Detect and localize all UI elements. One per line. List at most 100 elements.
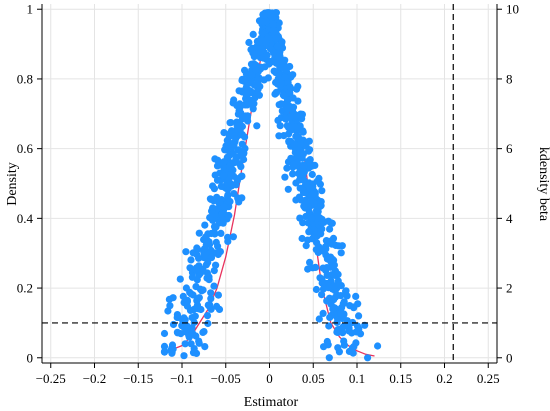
scatter-point (326, 225, 334, 233)
scatter-point (212, 238, 220, 246)
scatter-point (236, 121, 244, 129)
scatter-point (235, 87, 243, 95)
scatter-point (240, 155, 248, 164)
scatter-point (285, 137, 293, 145)
x-tick-label: −0.15 (123, 371, 153, 386)
scatter-point (211, 230, 219, 238)
scatter-point (329, 255, 337, 263)
scatter-point (224, 191, 232, 199)
scatter-point (337, 310, 345, 318)
scatter-point (281, 73, 289, 81)
scatter-point (210, 223, 219, 231)
scatter-point (307, 162, 315, 170)
scatter-point (312, 285, 320, 294)
scatter-point (245, 38, 253, 47)
scatter-point (176, 275, 184, 283)
scatter-point (210, 282, 218, 290)
scatter-point (201, 343, 209, 351)
scatter-point (226, 162, 234, 170)
scatter-point (160, 329, 169, 338)
scatter-point (374, 342, 382, 350)
scatter-point (290, 160, 298, 168)
scatter-point (195, 337, 203, 345)
scatter-point (210, 185, 218, 193)
scatter-point (169, 320, 178, 329)
scatter-point (272, 78, 280, 87)
y-right-tick-label: 0 (506, 350, 513, 365)
scatter-point (337, 249, 345, 257)
scatter-point (169, 345, 177, 353)
scatter-point (276, 122, 284, 130)
y-tick-label: 0.2 (17, 281, 33, 296)
x-tick-label: 0.05 (302, 371, 325, 386)
scatter-point (235, 198, 243, 206)
scatter-point (323, 271, 331, 279)
scatter-point (306, 146, 314, 154)
y-right-tick-label: 10 (506, 2, 519, 17)
scatter-point (248, 71, 256, 79)
scatter-point (183, 296, 191, 304)
scatter-point (314, 208, 322, 216)
scatter-point (337, 292, 345, 300)
x-axis-ticks: −0.25 −0.2 −0.15 −0.1 −0.05 0 0.05 0.1 0.15 0.2 0.… (36, 363, 500, 386)
scatter-point (227, 171, 235, 179)
scatter-point (318, 187, 326, 195)
scatter-point (304, 236, 312, 244)
scatter-point (187, 256, 195, 264)
scatter-point (232, 135, 240, 143)
y-right-tick-label: 4 (506, 211, 513, 226)
scatter-point (220, 203, 228, 211)
x-tick-label: 0.15 (389, 371, 412, 386)
scatter-point (205, 238, 213, 246)
scatter-point (260, 11, 269, 19)
scatter-point (201, 221, 209, 229)
scatter-point (224, 237, 232, 245)
scatter-point (281, 173, 289, 181)
x-tick-label: −0.1 (170, 371, 194, 386)
scatter-point (309, 190, 317, 198)
scatter-point (315, 243, 323, 251)
scatter-point (226, 197, 234, 206)
y-right-axis-ticks: 0 2 4 6 8 10 (497, 2, 519, 365)
scatter-point (214, 156, 222, 164)
scatter-point (334, 326, 342, 334)
scatter-point (293, 85, 301, 93)
scatter-point (290, 140, 298, 148)
scatter-point (299, 167, 307, 176)
scatter-point (318, 219, 326, 227)
scatter-point (262, 18, 270, 26)
scatter-point (241, 66, 249, 74)
scatter-point (200, 245, 209, 253)
scatter-point (203, 274, 211, 282)
scatter-point (165, 295, 173, 303)
scatter-point (322, 237, 330, 245)
scatter-point (277, 100, 285, 108)
scatter-point (274, 42, 282, 50)
scatter-point (180, 314, 188, 322)
scatter-point (215, 248, 223, 256)
scatter-point (228, 127, 236, 135)
scatter-point (332, 241, 340, 249)
scatter-point (210, 267, 218, 275)
scatter-point (258, 45, 266, 53)
scatter-point (335, 348, 343, 356)
scatter-point (186, 288, 194, 296)
x-tick-label: 0 (266, 371, 273, 386)
scatter-point (226, 132, 234, 140)
scatter-point (286, 83, 294, 91)
y-right-tick-label: 8 (506, 71, 513, 86)
scatter-point (248, 98, 256, 106)
scatter-point (212, 261, 220, 269)
scatter-point (220, 172, 228, 180)
scatter-point (324, 297, 332, 305)
scatter-point (323, 264, 331, 272)
scatter-point (280, 132, 288, 140)
scatter-point (220, 129, 228, 137)
x-tick-label: −0.2 (83, 371, 107, 386)
scatter-point (301, 196, 309, 204)
y-axis-ticks: 0 0.2 0.4 0.6 0.8 1 (17, 2, 42, 365)
scatter-point (233, 102, 241, 110)
scatter-point (364, 354, 372, 362)
scatter-point (181, 340, 189, 348)
scatter-point (324, 284, 333, 292)
